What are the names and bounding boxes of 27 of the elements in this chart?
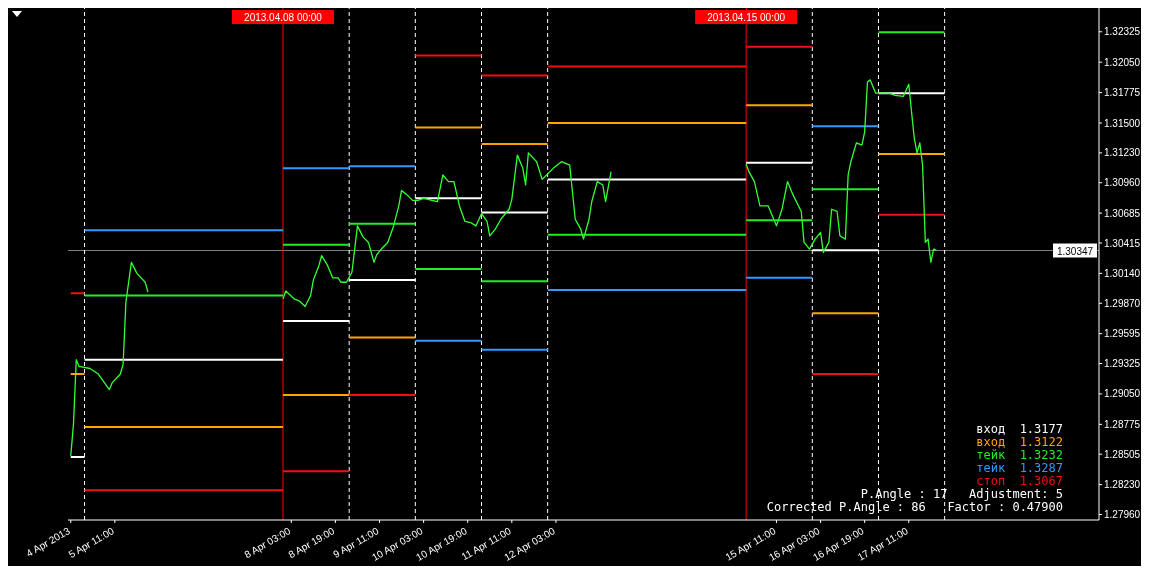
annotation: Corrected P.Angle : 86 Factor : 0.47900 bbox=[766, 500, 1063, 514]
y-tick-label: 1.30685 bbox=[1104, 207, 1141, 219]
annotation: тейк 1.3232 bbox=[975, 448, 1063, 462]
y-tick-label: 1.27960 bbox=[1104, 509, 1141, 521]
y-tick-label: 1.29595 bbox=[1104, 328, 1141, 340]
y-tick-label: 1.28505 bbox=[1104, 448, 1141, 460]
y-tick-label: 1.29050 bbox=[1104, 388, 1141, 400]
y-tick-label: 1.32050 bbox=[1104, 56, 1141, 68]
ref-line-label: 2013.04.08 00:00 bbox=[244, 12, 323, 23]
y-tick-label: 1.31230 bbox=[1104, 147, 1141, 159]
y-tick-label: 1.28775 bbox=[1104, 418, 1141, 430]
y-tick-label: 1.29325 bbox=[1104, 358, 1141, 370]
y-tick-label: 1.32325 bbox=[1104, 26, 1141, 38]
y-tick-label: 1.29870 bbox=[1104, 297, 1141, 309]
annotation: вход 1.3177 bbox=[975, 422, 1063, 436]
annotation: стоп 1.3067 bbox=[975, 474, 1063, 488]
y-tick-label: 1.30140 bbox=[1104, 267, 1141, 279]
annotation: тейк 1.3287 bbox=[975, 461, 1063, 475]
annotation: вход 1.3122 bbox=[975, 435, 1063, 449]
y-tick-label: 1.30960 bbox=[1104, 177, 1141, 189]
y-tick-label: 1.28230 bbox=[1104, 479, 1141, 491]
annotation: P.Angle : 17 Adjustment: 5 bbox=[860, 487, 1063, 501]
y-tick-label: 1.31500 bbox=[1104, 117, 1141, 129]
ref-line-label: 2013.04.15 00:00 bbox=[707, 12, 786, 23]
ref-line-label: 1.30347 bbox=[1056, 245, 1094, 257]
y-tick-label: 1.30415 bbox=[1104, 237, 1141, 249]
y-tick-label: 1.31775 bbox=[1104, 87, 1141, 99]
